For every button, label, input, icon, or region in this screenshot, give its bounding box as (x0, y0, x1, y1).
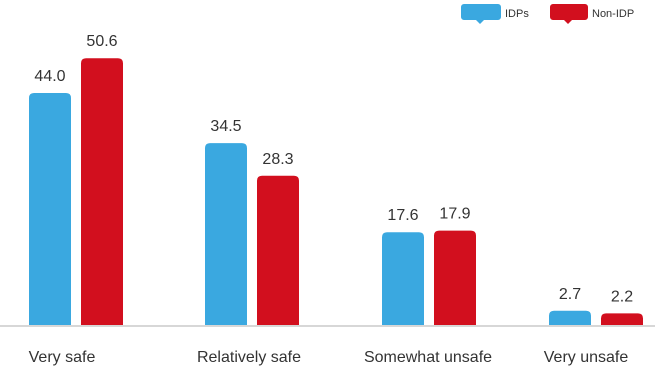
bar-idps-relatively-safe (205, 143, 247, 325)
value-label-non-idp-somewhat-unsafe: 17.9 (439, 206, 470, 223)
value-label-idps-relatively-safe: 34.5 (210, 118, 241, 135)
value-label-idps-very-safe: 44.0 (34, 68, 65, 85)
category-label-relatively-safe: Relatively safe (197, 349, 301, 366)
value-label-idps-very-unsafe: 2.7 (559, 286, 581, 303)
bar-non-idp-very-unsafe (601, 313, 643, 325)
bar-idps-very-safe (29, 93, 71, 325)
category-label-very-safe: Very safe (29, 349, 96, 366)
category-label-somewhat-unsafe: Somewhat unsafe (364, 349, 492, 366)
legend-swatch-idps (461, 4, 501, 24)
legend: IDPs Non-IDP (461, 4, 634, 24)
category-labels-group: Very safe Relatively safe Somewhat unsafe V… (29, 349, 629, 366)
legend-label-non-idp: Non-IDP (592, 8, 634, 20)
value-label-non-idp-relatively-safe: 28.3 (262, 151, 293, 168)
bar-idps-somewhat-unsafe (382, 232, 424, 325)
legend-item-non-idp: Non-IDP (550, 4, 634, 24)
bar-non-idp-somewhat-unsafe (434, 230, 476, 325)
bar-non-idp-relatively-safe (257, 175, 299, 325)
category-label-very-unsafe: Very unsafe (544, 349, 629, 366)
bar-non-idp-very-safe (81, 58, 123, 325)
value-labels-group: 44.0 50.6 34.5 28.3 17.6 17.9 2.7 2.2 (34, 33, 633, 305)
value-label-non-idp-very-safe: 50.6 (86, 33, 117, 50)
legend-item-idps: IDPs (461, 4, 529, 24)
bars-group (29, 58, 643, 325)
legend-swatch-non-idp (550, 4, 588, 24)
value-label-idps-somewhat-unsafe: 17.6 (387, 207, 418, 224)
bar-idps-very-unsafe (549, 310, 591, 325)
value-label-non-idp-very-unsafe: 2.2 (611, 288, 633, 305)
legend-label-idps: IDPs (505, 8, 529, 20)
